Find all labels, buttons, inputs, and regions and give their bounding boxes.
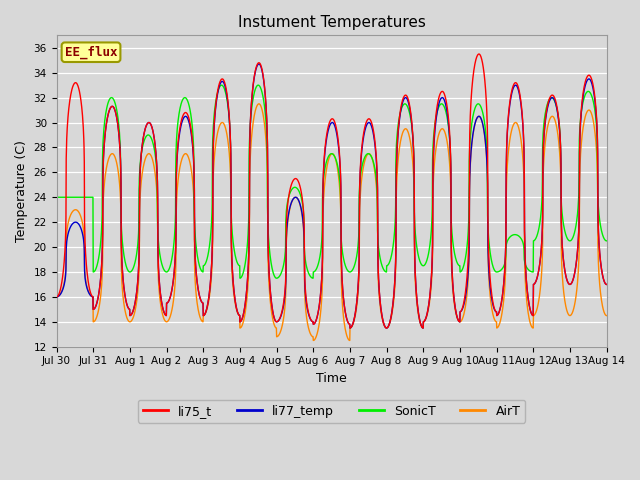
li77_temp [255,61,262,67]
SonicT [206,240,214,245]
AirT [206,290,214,296]
li75_t [52,294,60,300]
li77_temp [555,116,563,122]
li75_t [603,282,611,288]
AirT [492,319,500,324]
li75_t [555,114,563,120]
SonicT [492,269,500,275]
li77_temp [419,325,427,331]
Line: li75_t: li75_t [56,54,607,328]
li75_t [348,324,355,330]
li77_temp [52,294,60,300]
SonicT [555,114,563,120]
li77_temp [206,286,214,291]
li75_t [492,309,500,314]
SonicT [348,268,356,274]
AirT [360,162,367,168]
Line: SonicT: SonicT [56,85,607,278]
Title: Instument Temperatures: Instument Temperatures [237,15,426,30]
AirT [603,312,611,318]
li77_temp [360,134,367,140]
li75_t [206,285,214,291]
AirT [310,337,317,343]
SonicT [273,276,280,281]
li75_t [419,325,427,331]
li77_temp [348,324,355,330]
Legend: li75_t, li77_temp, SonicT, AirT: li75_t, li77_temp, SonicT, AirT [138,400,525,423]
SonicT [603,238,611,244]
li75_t [360,132,367,138]
AirT [555,136,563,142]
AirT [255,101,262,107]
AirT [348,324,356,329]
AirT [52,294,60,300]
SonicT [570,232,577,238]
li77_temp [570,275,577,280]
X-axis label: Time: Time [316,372,347,385]
li77_temp [492,309,500,314]
Line: li77_temp: li77_temp [56,64,607,328]
SonicT [360,157,367,163]
li77_temp [603,282,611,288]
SonicT [218,82,225,88]
AirT [570,306,577,312]
Line: AirT: AirT [56,104,607,340]
Text: EE_flux: EE_flux [65,46,117,59]
SonicT [52,194,60,200]
li75_t [475,51,483,57]
li75_t [570,275,577,280]
Y-axis label: Temperature (C): Temperature (C) [15,140,28,242]
